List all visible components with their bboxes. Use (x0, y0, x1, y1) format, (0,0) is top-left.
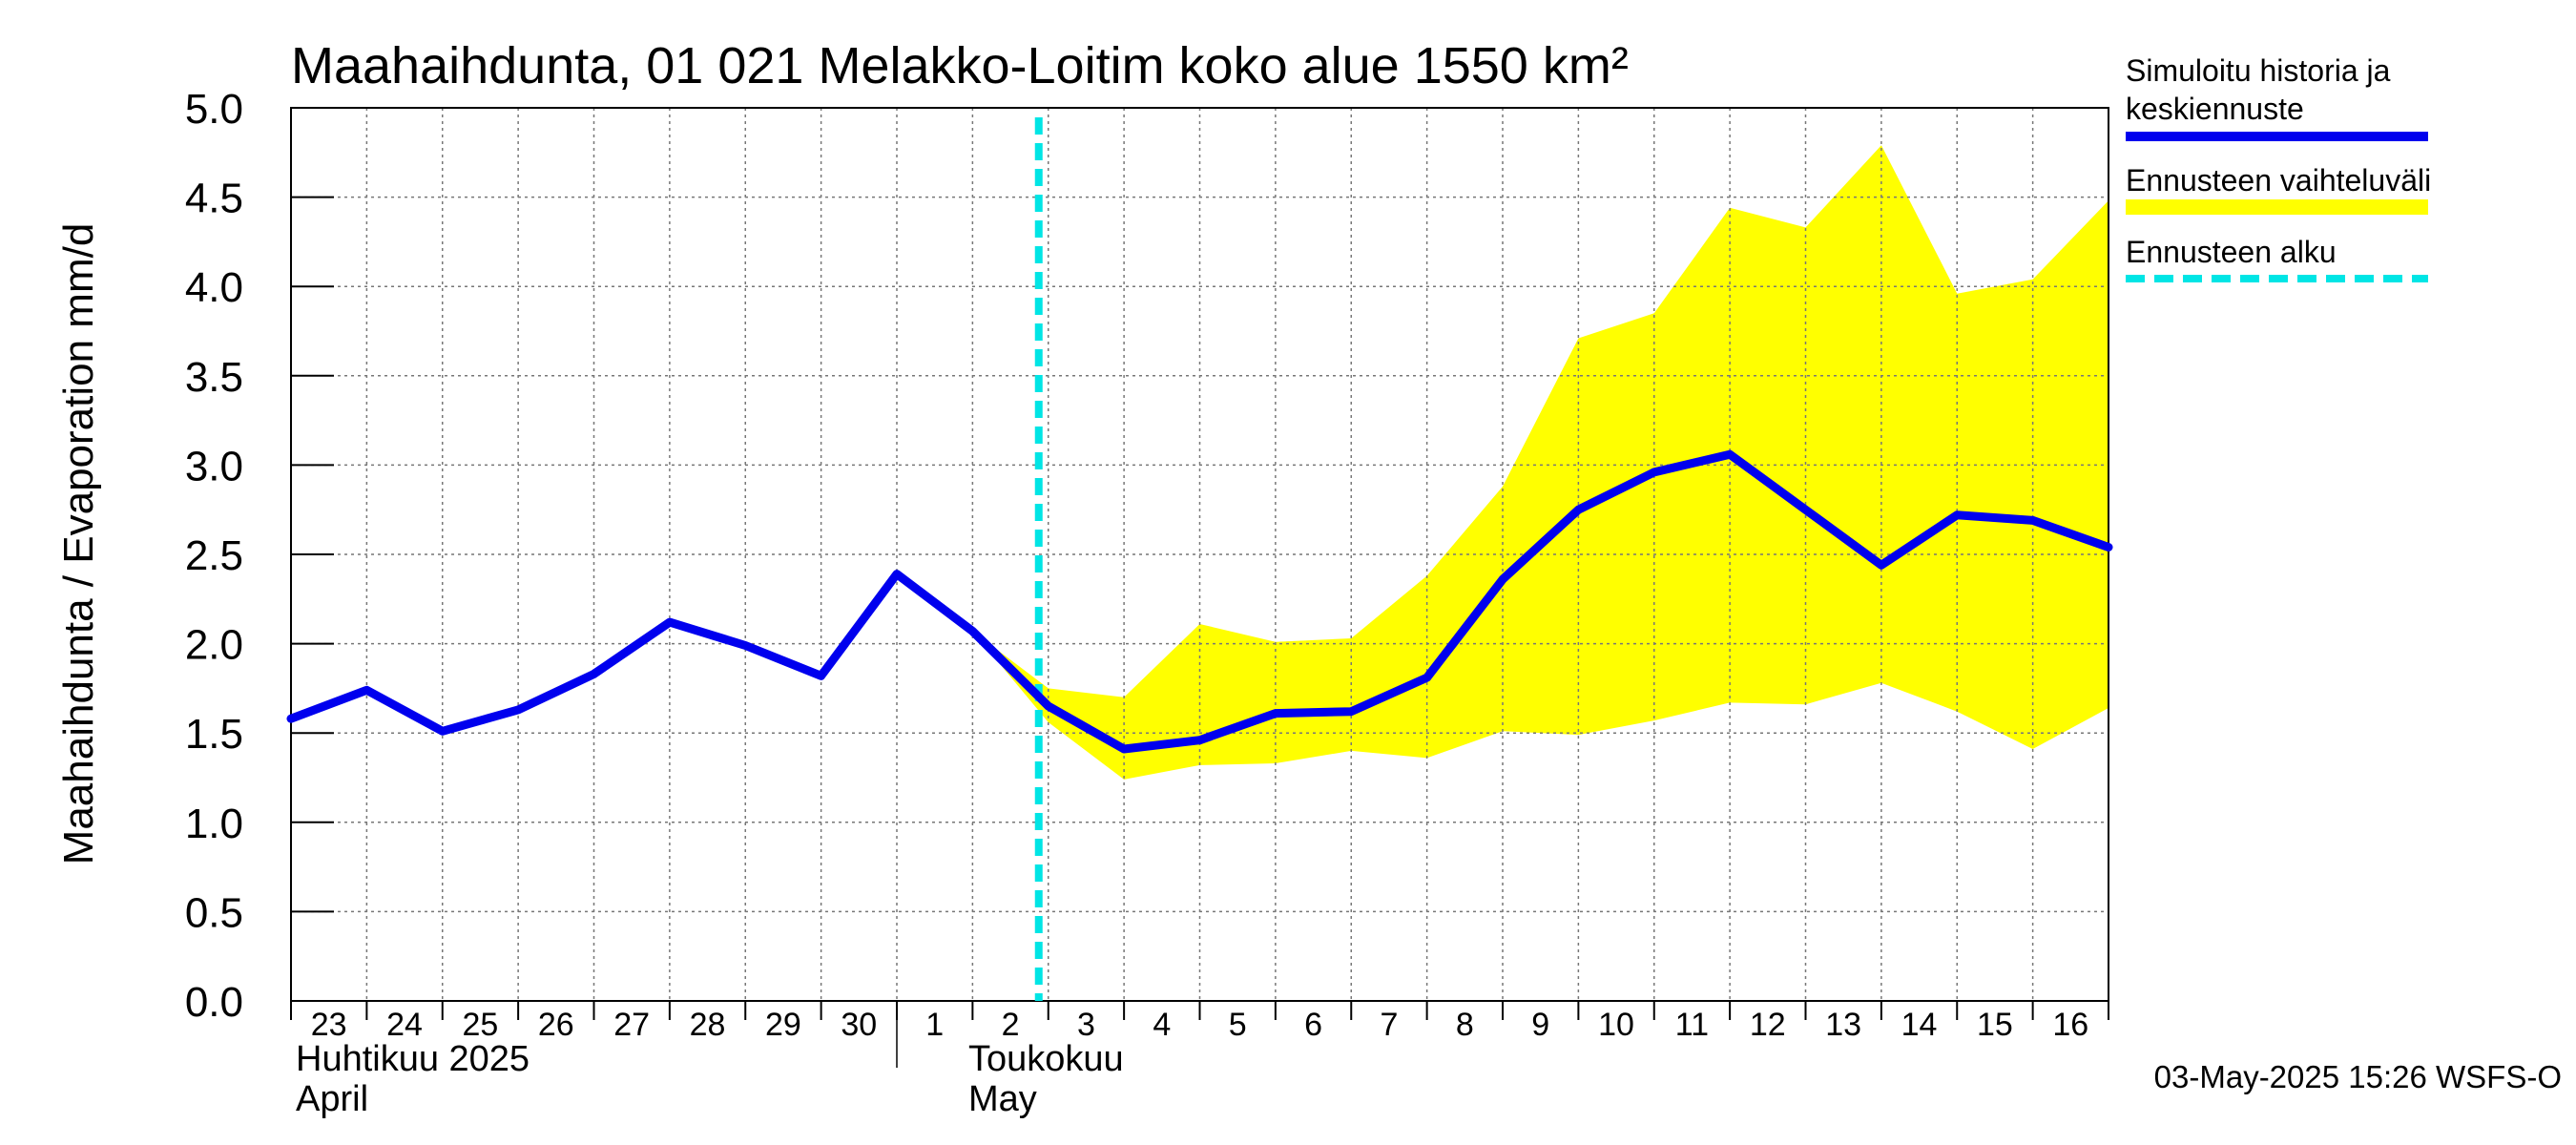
legend-label-simulated-line2: keskiennuste (2126, 92, 2304, 126)
x-tick-label: 12 (1750, 1007, 1786, 1043)
data-point (2030, 518, 2035, 523)
x-tick-label: 5 (1229, 1007, 1247, 1043)
plot-area: 0.00.51.01.52.02.53.03.54.04.55.023 24 25 2… (185, 86, 2113, 1119)
x-tick-label: 10 (1598, 1007, 1634, 1043)
data-point (364, 688, 369, 693)
x-tick-label: 13 (1825, 1007, 1861, 1043)
data-point (1728, 452, 1733, 457)
forecast-range-band (972, 145, 2109, 780)
x-tick-label: 23 (311, 1007, 347, 1043)
y-tick-label: 0.0 (185, 979, 243, 1026)
x-tick-label: 15 (1977, 1007, 2013, 1043)
x-tick-label: 14 (1901, 1007, 1938, 1043)
y-tick-label: 3.0 (185, 443, 243, 489)
data-point (1197, 738, 1202, 742)
month-label-english: May (968, 1079, 1037, 1119)
data-point (289, 717, 293, 721)
data-point (667, 620, 672, 625)
data-point (516, 707, 521, 712)
month-label-english: April (296, 1079, 368, 1119)
y-tick-label: 1.0 (185, 801, 243, 847)
y-axis-label: Maahaihdunta / Evaporation mm/d (55, 223, 102, 865)
x-tick-label: 2 (1002, 1007, 1020, 1043)
data-point (1046, 704, 1050, 709)
x-tick-label: 11 (1675, 1007, 1709, 1043)
data-point (970, 629, 975, 634)
data-point (1803, 508, 1808, 512)
data-point (2107, 545, 2110, 550)
x-tick-label: 8 (1456, 1007, 1474, 1043)
data-point (1273, 711, 1278, 716)
legend-label-range: Ennusteen vaihteluväli (2126, 163, 2431, 198)
data-point (743, 643, 748, 648)
x-tick-label: 25 (463, 1007, 499, 1043)
data-point (1652, 469, 1656, 474)
x-tick-label: 16 (2052, 1007, 2088, 1043)
month-label: Toukokuu (968, 1039, 1124, 1079)
x-tick-label: 6 (1304, 1007, 1322, 1043)
data-point (592, 672, 596, 677)
month-label: Huhtikuu 2025 (296, 1039, 530, 1079)
x-tick-label: 4 (1153, 1007, 1171, 1043)
timestamp-footer: 03-May-2025 15:26 WSFS-O (2154, 1059, 2562, 1094)
data-point (1879, 563, 1883, 568)
x-tick-label: 26 (538, 1007, 574, 1043)
x-tick-label: 7 (1380, 1007, 1398, 1043)
data-point (1122, 747, 1127, 752)
data-point (895, 572, 899, 576)
x-tick-label: 27 (613, 1007, 650, 1043)
y-tick-label: 2.0 (185, 622, 243, 669)
x-tick-label: 9 (1531, 1007, 1549, 1043)
y-tick-label: 3.5 (185, 354, 243, 401)
y-tick-label: 1.5 (185, 711, 243, 758)
data-point (440, 729, 445, 734)
y-tick-label: 2.5 (185, 532, 243, 579)
x-tick-label: 3 (1077, 1007, 1095, 1043)
legend-label-forecast-start: Ennusteen alku (2126, 235, 2337, 269)
x-tick-label: 28 (690, 1007, 726, 1043)
x-tick-label: 29 (765, 1007, 801, 1043)
data-point (1955, 512, 1960, 517)
data-point (819, 674, 823, 678)
data-point (1424, 676, 1429, 680)
legend: Simuloitu historia ja keskiennuste Ennus… (2126, 53, 2431, 282)
y-tick-label: 5.0 (185, 86, 243, 133)
x-tick-label: 30 (841, 1007, 877, 1043)
legend-label-simulated-line1: Simuloitu historia ja (2126, 53, 2391, 88)
x-tick-label: 1 (925, 1007, 944, 1043)
data-point (1349, 709, 1354, 714)
y-tick-label: 4.5 (185, 176, 243, 222)
y-tick-label: 4.0 (185, 264, 243, 311)
x-tick-label: 24 (386, 1007, 423, 1043)
data-point (1576, 508, 1581, 512)
y-tick-label: 0.5 (185, 889, 243, 936)
data-point (1501, 577, 1505, 582)
chart-title: Maahaihdunta, 01 021 Melakko-Loitim koko… (291, 37, 1629, 94)
